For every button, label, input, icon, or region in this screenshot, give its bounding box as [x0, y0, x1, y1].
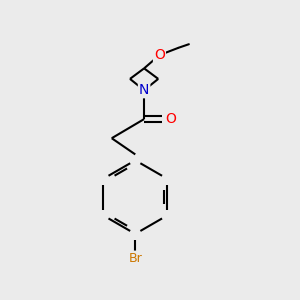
Text: Br: Br [128, 252, 142, 265]
Text: N: N [139, 83, 149, 97]
Text: O: O [154, 48, 165, 62]
Text: O: O [165, 112, 176, 126]
